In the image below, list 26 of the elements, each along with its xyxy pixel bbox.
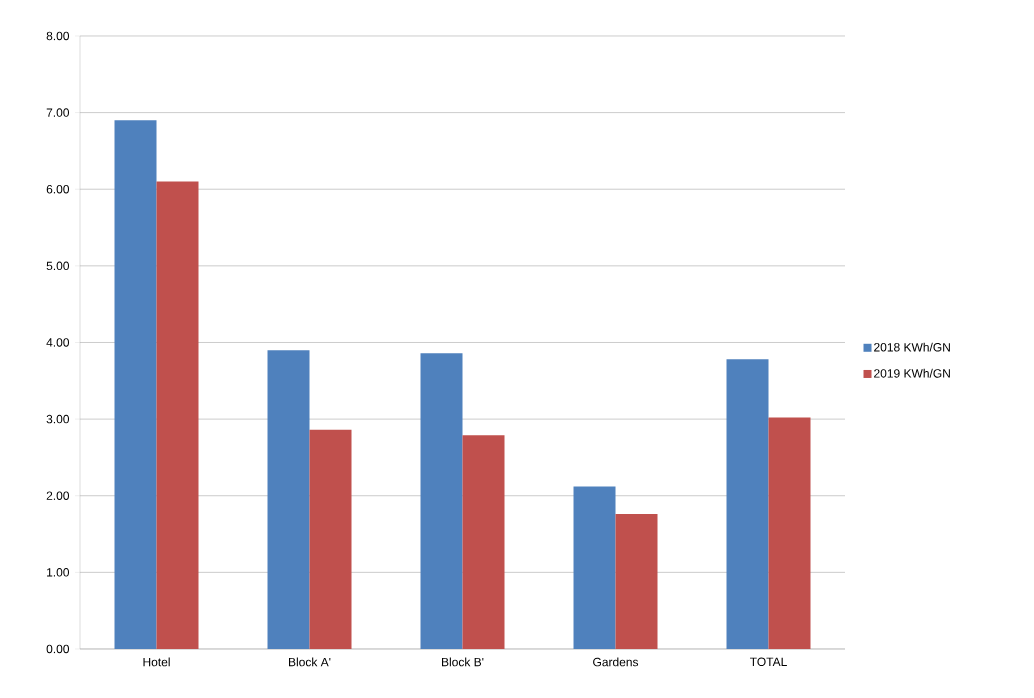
x-tick-label: Block A': [289, 657, 331, 667]
bar: [573, 486, 616, 649]
y-tick-label: 3.00: [46, 414, 70, 424]
legend-label: 2018 KWh/GN: [874, 342, 950, 352]
bar: [726, 359, 769, 649]
x-tick-label: TOTAL: [749, 657, 787, 667]
y-tick-label: 0.00: [46, 644, 70, 654]
x-tick-label: Block B': [442, 657, 484, 667]
bar: [462, 435, 505, 649]
bar: [267, 350, 310, 649]
y-tick-label: 7.00: [46, 108, 70, 117]
bar: [615, 514, 658, 649]
bar: [768, 417, 811, 649]
y-tick-label: 6.00: [46, 184, 70, 194]
bar: [114, 120, 157, 649]
y-tick-label: 1.00: [47, 568, 70, 577]
x-tick-label: Gardens: [593, 657, 639, 667]
y-tick-label: 4.00: [46, 338, 70, 347]
x-tick-label: Hotel: [143, 657, 170, 667]
y-tick-label: 8.00: [46, 31, 70, 41]
y-tick-label: 5.00: [46, 261, 70, 271]
bar: [420, 353, 463, 649]
y-tick-label: 2.00: [46, 491, 70, 500]
bar: [309, 429, 352, 649]
bar: [156, 181, 199, 649]
legend-label: 2019 KWh/GN: [874, 368, 950, 378]
